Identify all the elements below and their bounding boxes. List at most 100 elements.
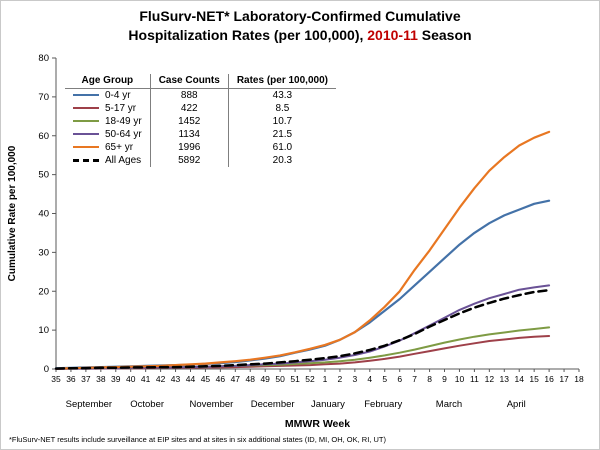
month-label: April xyxy=(507,399,526,410)
legend-header-case-counts: Case Counts xyxy=(149,74,229,89)
month-label: December xyxy=(251,399,295,410)
legend-rate: 61.0 xyxy=(227,141,336,154)
legend-line-swatch xyxy=(73,146,99,149)
legend-row-0-4-yr: 0-4 yr 888 43.3 xyxy=(65,88,336,103)
legend-line-swatch xyxy=(73,133,99,136)
x-tick-label: 41 xyxy=(141,374,151,384)
x-tick-label: 51 xyxy=(290,374,300,384)
legend-line-swatch xyxy=(73,107,99,110)
legend-age-group: 65+ yr xyxy=(65,141,150,154)
series-line-65-yr xyxy=(54,130,551,370)
x-tick-label: 49 xyxy=(260,374,270,384)
x-tick-label: 14 xyxy=(514,374,524,384)
x-tick-label: 35 xyxy=(51,374,61,384)
x-tick-label: 44 xyxy=(186,374,196,384)
legend-rate: 10.7 xyxy=(227,115,336,128)
legend-rate: 43.3 xyxy=(227,88,336,102)
legend-age-group: All Ages xyxy=(65,154,150,167)
y-tick-label: 20 xyxy=(38,286,49,297)
month-label: February xyxy=(364,399,402,410)
month-label: November xyxy=(189,399,233,410)
x-tick-label: 6 xyxy=(397,374,402,384)
legend-rate: 20.3 xyxy=(227,154,336,167)
footnote: *FluSurv-NET results include surveillanc… xyxy=(9,435,386,444)
y-axis-title: Cumulative Rate per 100,000 xyxy=(7,145,18,281)
x-tick-label: 46 xyxy=(216,374,226,384)
x-tick-label: 4 xyxy=(367,374,372,384)
legend-header-age-group: Age Group xyxy=(65,74,151,89)
x-tick-label: 17 xyxy=(559,374,569,384)
x-tick-label: 5 xyxy=(382,374,387,384)
x-tick-label: 11 xyxy=(470,374,479,384)
x-axis-title: MMWR Week xyxy=(285,418,350,430)
x-tick-label: 15 xyxy=(529,374,539,384)
y-tick-label: 50 xyxy=(38,170,49,181)
legend-case-counts: 5892 xyxy=(149,154,229,167)
x-tick-label: 18 xyxy=(574,374,584,384)
x-tick-label: 50 xyxy=(275,374,285,384)
x-tick-label: 47 xyxy=(231,374,241,384)
legend-age-group: 5-17 yr xyxy=(65,102,150,115)
series-line-all-ages xyxy=(54,288,551,370)
x-tick-label: 43 xyxy=(171,374,181,384)
x-tick-label: 10 xyxy=(455,374,465,384)
legend-rate: 8.5 xyxy=(227,102,336,115)
legend-row-65-yr: 65+ yr 1996 61.0 xyxy=(65,141,336,154)
legend-table: Age Group Case Counts Rates (per 100,000… xyxy=(65,74,336,167)
series-line-50-64-yr xyxy=(55,284,551,370)
x-tick-label: 8 xyxy=(427,374,432,384)
x-tick-label: 37 xyxy=(81,374,91,384)
legend-row-18-49-yr: 18-49 yr 1452 10.7 xyxy=(65,115,336,128)
x-tick-label: 3 xyxy=(352,374,357,384)
legend-case-counts: 1134 xyxy=(149,128,229,141)
y-tick-label: 0 xyxy=(44,364,49,375)
x-tick-label: 45 xyxy=(201,374,211,384)
legend-case-counts: 422 xyxy=(149,102,229,115)
legend-row-5-17-yr: 5-17 yr 422 8.5 xyxy=(65,102,336,115)
y-tick-label: 70 xyxy=(38,92,49,103)
y-tick-label: 40 xyxy=(38,209,49,220)
season-highlight: 2010-11 xyxy=(367,26,418,43)
x-tick-label: 9 xyxy=(442,374,447,384)
month-label: October xyxy=(130,399,164,410)
x-tick-label: 13 xyxy=(500,374,510,384)
x-tick-label: 16 xyxy=(544,374,554,384)
x-tick-label: 39 xyxy=(111,374,121,384)
y-tick-label: 80 xyxy=(38,53,49,64)
x-tick-label: 38 xyxy=(96,374,106,384)
month-label: September xyxy=(66,399,112,410)
x-tick-label: 36 xyxy=(66,374,76,384)
x-tick-label: 12 xyxy=(485,374,495,384)
legend-case-counts: 888 xyxy=(149,88,229,102)
x-tick-label: 1 xyxy=(323,374,328,384)
month-label: January xyxy=(311,399,345,410)
x-tick-label: 42 xyxy=(156,374,166,384)
legend-line-swatch xyxy=(73,120,99,123)
legend-header-row: Age Group Case Counts Rates (per 100,000… xyxy=(65,74,336,89)
legend-row-50-64-yr: 50-64 yr 1134 21.5 xyxy=(65,128,336,141)
chart-title-line1: FluSurv-NET* Laboratory-Confirmed Cumula… xyxy=(139,8,461,24)
legend-age-group: 50-64 yr xyxy=(65,128,150,141)
legend-case-counts: 1452 xyxy=(149,115,229,128)
x-tick-label: 7 xyxy=(412,374,417,384)
y-tick-label: 10 xyxy=(38,325,49,336)
legend-line-swatch xyxy=(73,94,99,97)
x-tick-label: 2 xyxy=(338,374,343,384)
x-tick-label: 40 xyxy=(126,374,136,384)
chart-title-line2: Hospitalization Rates (per 100,000), 201… xyxy=(128,26,472,43)
legend-line-swatch xyxy=(73,158,99,162)
legend-case-counts: 1996 xyxy=(149,141,229,154)
x-tick-label: 48 xyxy=(246,374,256,384)
legend-rate: 21.5 xyxy=(227,128,336,141)
legend-age-group: 0-4 yr xyxy=(65,89,150,103)
legend-age-group: 18-49 yr xyxy=(65,115,150,128)
y-tick-label: 60 xyxy=(38,131,49,142)
legend-row-all-ages: All Ages 5892 20.3 xyxy=(65,154,336,167)
month-label: March xyxy=(436,399,462,410)
x-tick-label: 52 xyxy=(305,374,315,384)
legend-header-rates: Rates (per 100,000) xyxy=(227,74,336,89)
y-tick-label: 30 xyxy=(38,247,49,258)
chart-title: FluSurv-NET* Laboratory-Confirmed Cumula… xyxy=(1,7,599,45)
